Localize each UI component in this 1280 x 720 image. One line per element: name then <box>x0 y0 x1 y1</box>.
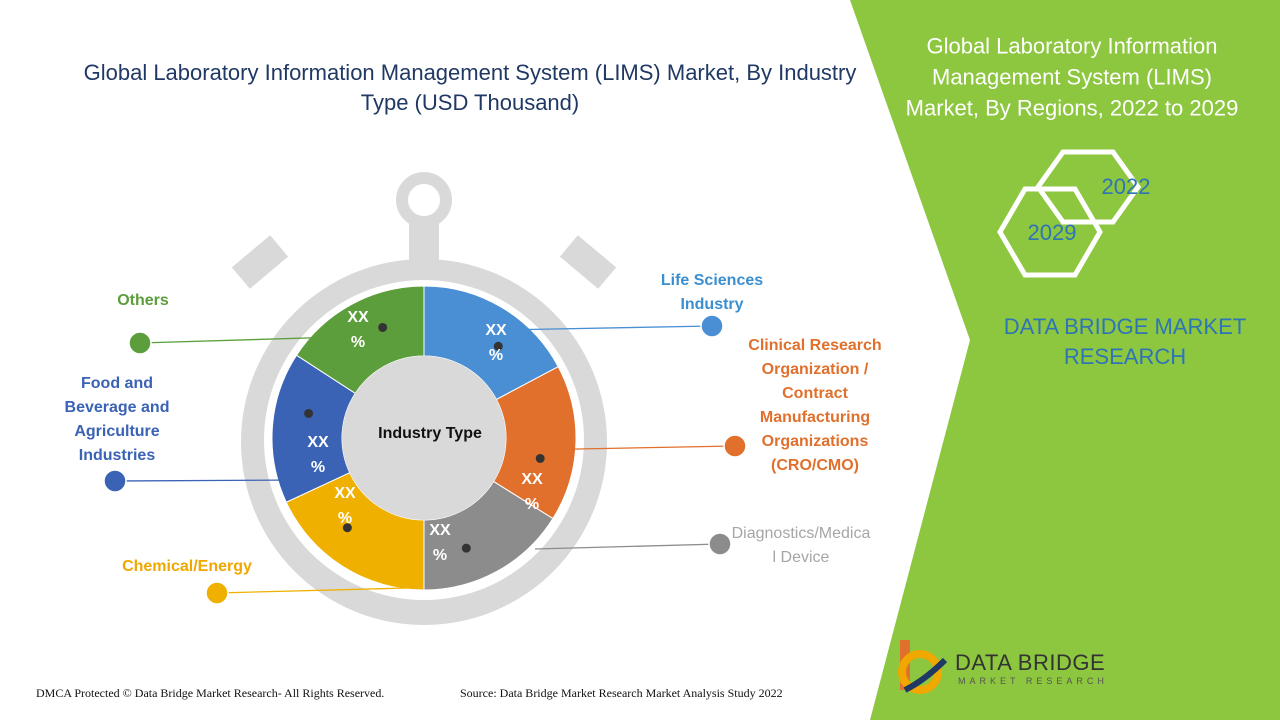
donut <box>271 285 577 591</box>
segment-value: XX % <box>334 485 356 527</box>
segment-label: Life Sciences Industry <box>660 272 764 313</box>
segment-label: Others <box>117 292 169 309</box>
segment-value: XX % <box>307 434 329 476</box>
logo-mark <box>898 640 948 694</box>
center-label: Industry Type <box>378 425 482 442</box>
legend-dot <box>708 532 732 556</box>
connector <box>524 445 736 451</box>
segment-label: Diagnostics/Medical Device <box>731 525 871 566</box>
side-panel-bg <box>850 0 1280 720</box>
watch-ring <box>396 172 452 228</box>
connector <box>139 336 341 344</box>
segment-label: Food and Beverage and Agriculture Indust… <box>64 375 170 464</box>
watch-ear <box>231 235 289 289</box>
segment-value: XX % <box>429 522 451 564</box>
legend-dot <box>723 434 747 458</box>
legend-dot <box>103 469 127 493</box>
segment-dot <box>304 408 314 418</box>
segment-dot <box>493 341 503 351</box>
hexagon <box>1034 149 1142 225</box>
side-title: Global Laboratory Information Management… <box>905 33 1239 121</box>
segment-dot <box>378 322 388 332</box>
logo-name: DATA BRIDGE <box>955 650 1106 675</box>
watch-ear <box>559 235 617 289</box>
logo-swoosh <box>903 657 948 693</box>
logo-tagline: MARKET RESEARCH <box>958 676 1108 686</box>
hexagon-label: 2022 <box>1101 174 1151 199</box>
footer-right: Source: Data Bridge Market Research Mark… <box>460 686 783 700</box>
connector <box>216 587 409 594</box>
legend-dot <box>128 331 152 355</box>
segment-value: XX % <box>347 309 369 351</box>
segment-label: Clinical Research Organization / Contrac… <box>748 337 882 474</box>
hexagon-label: 2029 <box>1027 220 1077 245</box>
segment-dot <box>342 523 352 533</box>
donut-hole <box>342 356 506 520</box>
connector <box>534 543 721 550</box>
connector <box>499 325 713 331</box>
segment-value: XX % <box>485 322 507 364</box>
footer-left: DMCA Protected © Data Bridge Market Rese… <box>36 686 385 700</box>
legend-dot <box>700 314 724 338</box>
connector <box>114 479 304 482</box>
legend-dot <box>205 581 229 605</box>
logo-ring <box>898 650 942 694</box>
segment-dot <box>535 453 545 463</box>
brand: DATA BRIDGE MARKET RESEARCH <box>1003 314 1247 369</box>
segment-label: Chemical/Energy <box>122 558 252 575</box>
hexagon <box>997 186 1103 278</box>
title: Global Laboratory Information Management… <box>83 60 857 115</box>
segment-dot <box>461 543 471 553</box>
segment-value: XX % <box>521 471 543 513</box>
